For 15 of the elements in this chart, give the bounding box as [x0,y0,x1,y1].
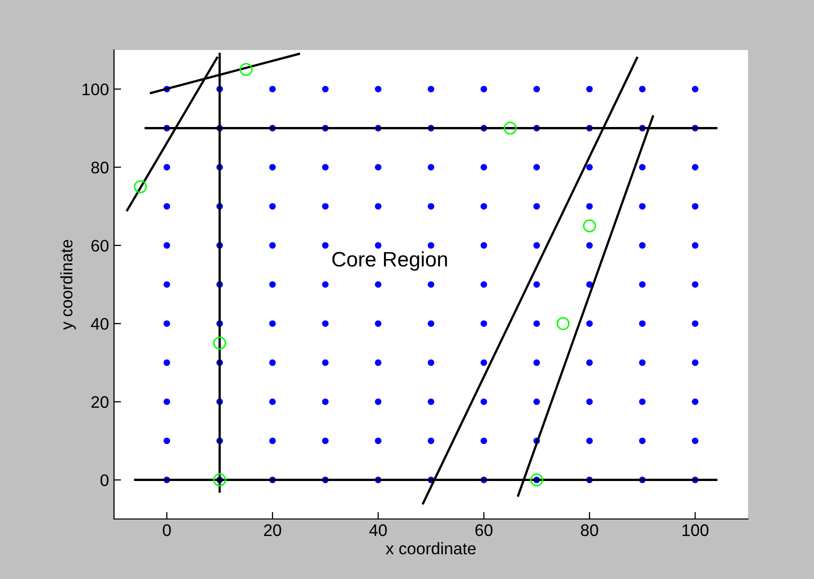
x-tick-label: 80 [580,524,598,536]
y-tick-label: 40 [90,318,108,330]
x-axis-title: x coordinate [386,542,476,554]
x-tick-label: 20 [264,524,282,536]
x-tick-label: 60 [475,524,492,536]
y-tick-label: 20 [91,396,108,408]
y-tick-label: 80 [91,162,108,174]
x-tick-label: 100 [682,524,708,536]
y-tick-label: 100 [82,83,108,96]
y-axis-title: y coordinate [60,240,76,330]
x-tick-label: 40 [369,524,387,536]
y-tick-label: 60 [91,240,108,252]
y-tick-label: 0 [100,474,108,486]
annotation: Core Region [332,251,447,271]
x-tick-label: 0 [162,524,171,536]
